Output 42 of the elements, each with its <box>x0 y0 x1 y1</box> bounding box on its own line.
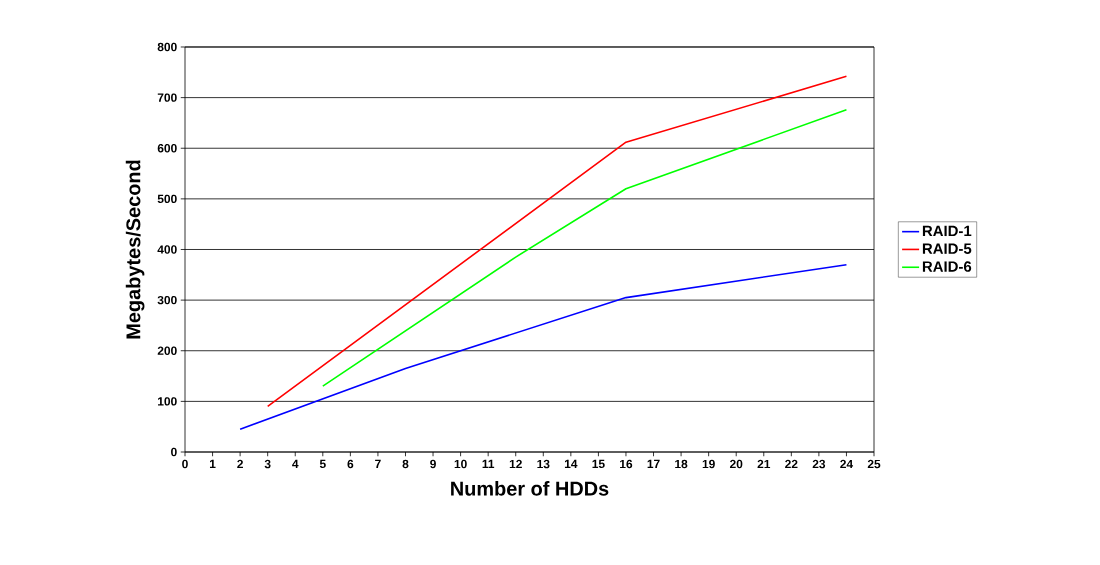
y-tick-label: 400 <box>157 245 177 254</box>
x-tick-label: 10 <box>454 459 467 469</box>
x-tick-label: 24 <box>840 459 854 469</box>
x-tick-label: 21 <box>757 459 771 469</box>
x-tick-label: 3 <box>264 459 271 469</box>
x-tick-label: 23 <box>812 459 826 469</box>
line-series <box>322 108 848 387</box>
x-tick-label: 18 <box>675 459 688 469</box>
x-tick-label: 1 <box>209 459 216 468</box>
y-tick-label: 0 <box>171 447 177 457</box>
legend-label: RAID-6 <box>922 261 972 272</box>
x-tick-label: 16 <box>620 459 633 469</box>
x-tick-label: 17 <box>647 459 660 468</box>
legend-label: RAID-5 <box>922 243 972 254</box>
x-tick-label: 4 <box>292 459 299 468</box>
legend-label: RAID-1 <box>922 225 972 237</box>
x-tick-label: 9 <box>430 459 436 469</box>
x-tick-label: 19 <box>702 459 715 469</box>
x-tick-label: 14 <box>564 459 578 468</box>
x-tick-label: 7 <box>375 459 381 468</box>
line-series <box>239 263 848 431</box>
x-tick-label: 8 <box>402 459 409 469</box>
y-axis-title: Megabytes/Second <box>125 160 145 339</box>
y-tick-label: 700 <box>157 93 177 102</box>
y-tick-label: 600 <box>157 144 177 153</box>
x-axis-title: Number of HDDs <box>451 481 609 496</box>
y-tick-label: 800 <box>157 42 177 52</box>
x-tick-label: 13 <box>537 459 550 469</box>
x-tick-label: 11 <box>482 459 495 468</box>
x-tick-label: 20 <box>729 459 743 469</box>
x-tick-label: 6 <box>347 459 354 469</box>
y-tick-label: 200 <box>157 346 177 355</box>
x-tick-label: 25 <box>867 459 881 469</box>
x-tick-label: 12 <box>509 459 522 469</box>
x-tick-label: 15 <box>592 459 605 469</box>
x-tick-label: 5 <box>319 459 326 469</box>
x-tick-label: 22 <box>785 459 798 469</box>
y-tick-label: 500 <box>157 194 177 204</box>
x-tick-label: 0 <box>182 459 188 469</box>
x-tick-label: 2 <box>237 459 243 469</box>
y-tick-label: 300 <box>157 295 177 305</box>
y-tick-label: 100 <box>158 397 177 406</box>
